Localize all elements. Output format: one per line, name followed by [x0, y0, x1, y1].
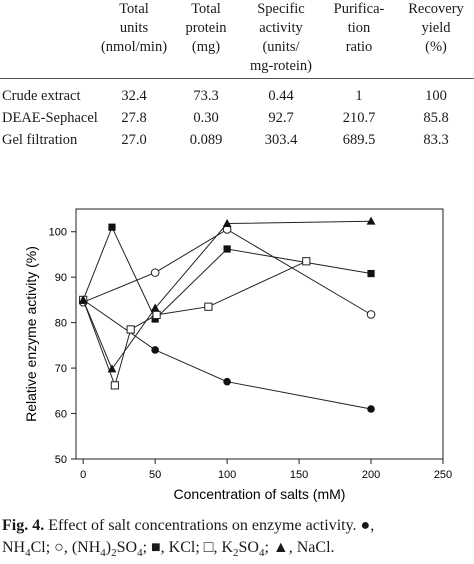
table-cell: 0.44: [268, 88, 294, 104]
table-row: Gel filtration 27.0 0.089 303.4 689.5 83.3: [0, 129, 474, 151]
y-tick-label: 100: [49, 227, 67, 239]
x-tick-label: 200: [362, 469, 380, 481]
x-axis-label: Concentration of salts (mM): [174, 486, 346, 502]
table-cell: 27.0: [121, 132, 147, 148]
data-point: [367, 269, 375, 278]
table-cell: 83.3: [423, 132, 449, 148]
series-line: [82, 225, 372, 320]
data-point: [302, 257, 311, 266]
x-tick-label: 100: [218, 469, 236, 481]
table-header-row: Total units (nmol/min) Total protein (mg)…: [0, 0, 474, 79]
y-tick-label: 80: [55, 318, 67, 330]
table-cell: 92.7: [268, 110, 294, 126]
table-cell: 210.7: [342, 110, 376, 126]
table-cell: 1: [355, 88, 363, 104]
series-line: [82, 299, 372, 410]
series-filled-square: [79, 223, 375, 323]
data-point: [366, 310, 376, 319]
figure-caption: Fig. 4. Effect of salt concentrations on…: [2, 515, 472, 564]
data-point: [78, 295, 88, 304]
caption-line-2: NH4Cl; ○, (NH4)2SO4; ■, KCl; □, K2SO4; ▲…: [2, 539, 335, 560]
table-cell: 0.30: [193, 110, 219, 126]
y-tick-label: 60: [55, 409, 67, 421]
data-point: [126, 325, 135, 334]
series-open-circle: [78, 225, 376, 319]
data-series: [78, 216, 376, 413]
x-tick-label: 0: [80, 469, 86, 481]
salt-activity-chart: 0 50 100 150 200 250 50 60 70 80 90 100 Concentrat…: [23, 208, 452, 502]
y-tick-label: 70: [55, 363, 67, 375]
table-body: Crude extract 32.4 73.3 0.44 1 100 DEAE-Sephac…: [0, 79, 474, 152]
table-cell: 85.8: [423, 110, 449, 126]
series-line: [82, 220, 372, 371]
x-tick-label: 250: [434, 469, 452, 481]
table-cell: 303.4: [264, 132, 298, 148]
row-label: Gel filtration: [2, 132, 78, 148]
series-filled-triangle: [78, 216, 376, 373]
plot-frame: [75, 208, 444, 460]
y-axis-label: Relative enzyme activity (%): [23, 246, 39, 422]
column-header: [0, 0, 98, 79]
data-point: [223, 377, 231, 386]
data-point: [152, 310, 161, 320]
column-header: Total protein (mg): [185, 1, 227, 55]
table-cell: 100: [425, 88, 447, 104]
data-point: [110, 381, 119, 390]
data-point: [150, 303, 160, 312]
purification-table: Total units (nmol/min) Total protein (mg)…: [0, 0, 474, 151]
row-label: Crude extract: [2, 88, 81, 104]
table-cell: 32.4: [121, 88, 147, 104]
row-label: DEAE-Sephacel: [2, 110, 98, 126]
data-point: [204, 302, 213, 311]
x-tick-label: 50: [149, 469, 161, 481]
table-row: Crude extract 32.4 73.3 0.44 1 100: [0, 79, 474, 108]
data-point: [367, 405, 375, 413]
figure-label: Fig. 4.: [2, 517, 45, 534]
series-line: [83, 228, 372, 315]
y-tick-label: 50: [55, 454, 67, 466]
table-cell: 27.8: [121, 110, 147, 126]
table-cell: 689.5: [342, 132, 376, 148]
table-cell: 0.089: [189, 132, 223, 148]
data-point: [107, 364, 117, 373]
data-point: [222, 218, 232, 227]
column-header: Recovery yield (%): [408, 1, 464, 55]
column-header: Purifica- tion ratio: [333, 1, 385, 55]
table-row: DEAE-Sephacel 27.8 0.30 92.7 210.7 85.8: [0, 107, 474, 129]
data-point: [223, 245, 231, 253]
x-tick-label: 150: [290, 469, 308, 481]
data-point: [150, 268, 160, 277]
data-point: [108, 223, 116, 231]
table-cell: 73.3: [193, 88, 219, 104]
y-axis: 50 60 70 80 90 100: [49, 227, 76, 466]
data-point: [366, 216, 376, 225]
column-header: Specific activity (units/ mg-rotein): [249, 1, 312, 74]
caption-line-1: Effect of salt concentrations on enzyme …: [44, 517, 375, 534]
y-tick-label: 90: [55, 272, 67, 284]
data-point: [151, 346, 159, 354]
column-header: Total units (nmol/min): [100, 1, 168, 55]
x-axis: 0 50 100 150 200 250: [80, 459, 452, 481]
